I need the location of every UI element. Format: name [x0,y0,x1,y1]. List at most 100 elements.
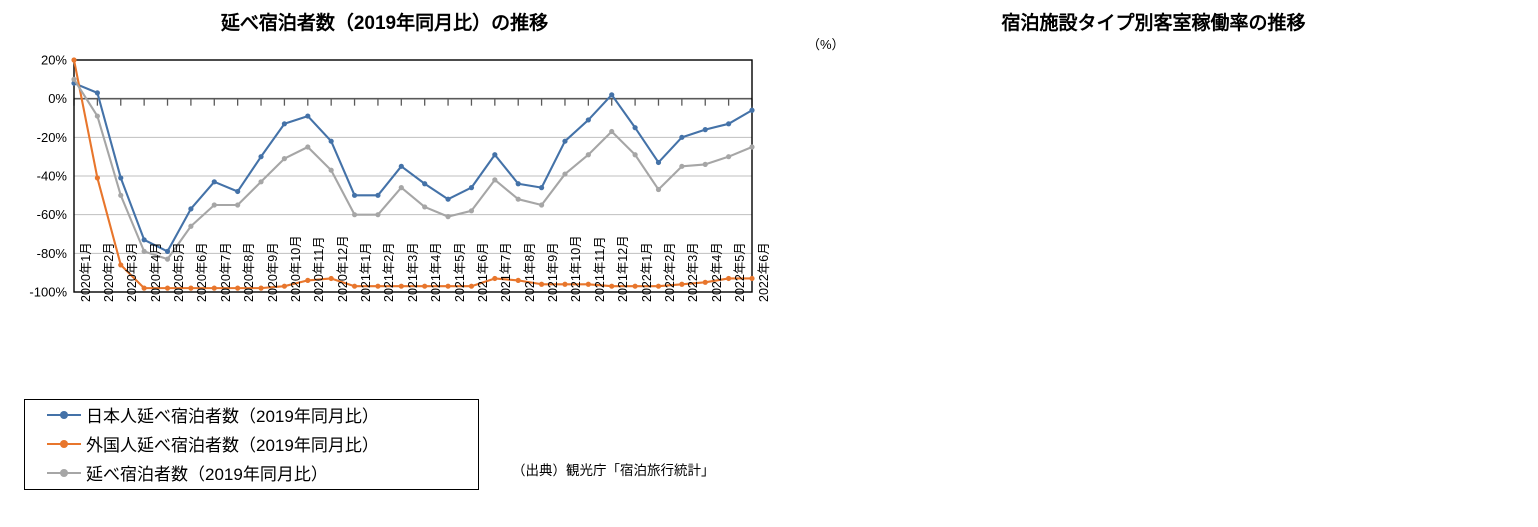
x-axis-tick-label: 2021年10月 [569,235,584,302]
data-point [609,283,615,289]
series-line-1 [72,58,754,290]
series-line-2 [72,78,754,261]
data-point [188,206,194,212]
data-point [585,152,591,158]
data-point [655,283,662,289]
data-point [515,181,521,187]
data-point [398,185,404,191]
y-axis-tick-label: -60% [37,207,68,222]
y-axis-tick-label: 0% [48,91,67,106]
data-point [749,144,755,150]
data-point [211,202,217,208]
data-point [702,127,708,133]
data-point [211,179,217,185]
data-point [422,181,428,187]
legend-item[interactable]: 日本人延べ宿泊者数（2019年同月比） [25,400,478,429]
data-point [445,196,451,202]
x-axis-tick-label: 2020年2月 [101,242,116,302]
data-point [515,196,521,202]
data-point [351,192,358,198]
data-point [422,283,428,289]
data-point [164,248,171,254]
data-point [398,283,404,289]
data-point [235,188,241,195]
data-point [328,138,334,144]
x-axis-tick-label: 2021年12月 [616,235,631,302]
legend-item[interactable]: 外国人延べ宿泊者数（2019年同月比） [25,429,478,458]
x-axis-tick-label: 2020年7月 [218,242,233,302]
data-point [702,279,708,285]
x-axis-tick-label: 2020年4月 [148,242,163,302]
data-point [375,283,381,289]
data-point [492,177,498,183]
right-chart-title: 宿泊施設タイプ別客室稼働率の推移 [1001,13,1306,34]
data-point [632,125,638,131]
data-point [258,179,264,185]
data-point [726,154,732,160]
data-point [445,214,451,220]
data-point [164,285,171,291]
x-axis-tick-label: 2022年1月 [639,242,654,302]
data-point [492,152,498,158]
data-point [351,283,358,289]
x-axis-tick-label: 2021年3月 [405,242,420,302]
data-point [726,121,732,127]
legend-item-label: 外国人延べ宿泊者数（2019年同月比） [86,436,379,455]
data-point [305,113,311,119]
data-point [375,212,381,218]
data-point [538,202,545,208]
data-point [188,285,194,291]
data-point [235,202,241,208]
x-axis-tick-label: 2021年7月 [499,242,514,302]
data-point [468,208,475,214]
right-chart-unit-label: （%） [807,37,845,52]
data-point [305,277,311,283]
legend-item-label: 日本人延べ宿泊者数（2019年同月比） [86,407,379,426]
data-point [726,275,732,282]
data-point [749,107,755,113]
plot-frame [73,59,753,293]
data-point [351,212,358,218]
data-point [141,248,147,254]
data-point [562,171,568,177]
data-point [398,163,404,169]
data-point [188,223,194,229]
data-point [94,113,100,119]
left-chart-legend: 日本人延べ宿泊者数（2019年同月比） 外国人延べ宿泊者数（2019年同月比） 延べ… [24,399,479,490]
x-axis-tick-label: 2021年6月 [475,242,490,302]
data-point [281,121,288,127]
data-point [258,154,264,160]
data-point [679,134,685,140]
data-point [281,156,288,162]
data-point [632,152,638,158]
x-axis-tick-label: 2022年5月 [733,242,748,302]
x-axis-tick-label: 2020年11月 [312,236,327,302]
data-point [305,144,311,150]
data-point [655,186,662,193]
data-point [375,192,381,198]
data-point [538,185,545,191]
data-point [445,283,451,289]
x-axis-tick-label: 2020年1月 [78,242,93,302]
legend-item[interactable]: 延べ宿泊者数（2019年同月比） [25,458,478,487]
y-axis-tick-label: -100% [29,285,67,300]
data-point [585,281,591,287]
x-axis-tick-label: 2021年5月 [452,242,467,302]
data-point [632,283,638,289]
y-axis-tick-label: -20% [37,130,68,145]
x-axis-tick-label: 2021年9月 [546,242,561,302]
data-point [562,138,568,144]
legend-swatch-icon [47,467,81,479]
left-chart-panel: 延べ宿泊者数（2019年同月比）の推移 20% 0% -20% -40% -60% -80… [24,13,771,490]
data-point [468,283,475,289]
x-axis-tick-label: 2020年3月 [125,242,140,302]
y-axis-tick-label: -80% [37,246,68,261]
x-axis-tick-label: 2020年6月 [195,242,210,302]
data-point [281,283,288,289]
legend-swatch-icon [47,438,81,450]
data-point [94,90,100,96]
data-point [609,128,615,135]
data-point [422,204,428,210]
legend-item-label: 延べ宿泊者数（2019年同月比） [86,465,328,484]
left-chart-title: 延べ宿泊者数（2019年同月比）の推移 [220,13,549,34]
